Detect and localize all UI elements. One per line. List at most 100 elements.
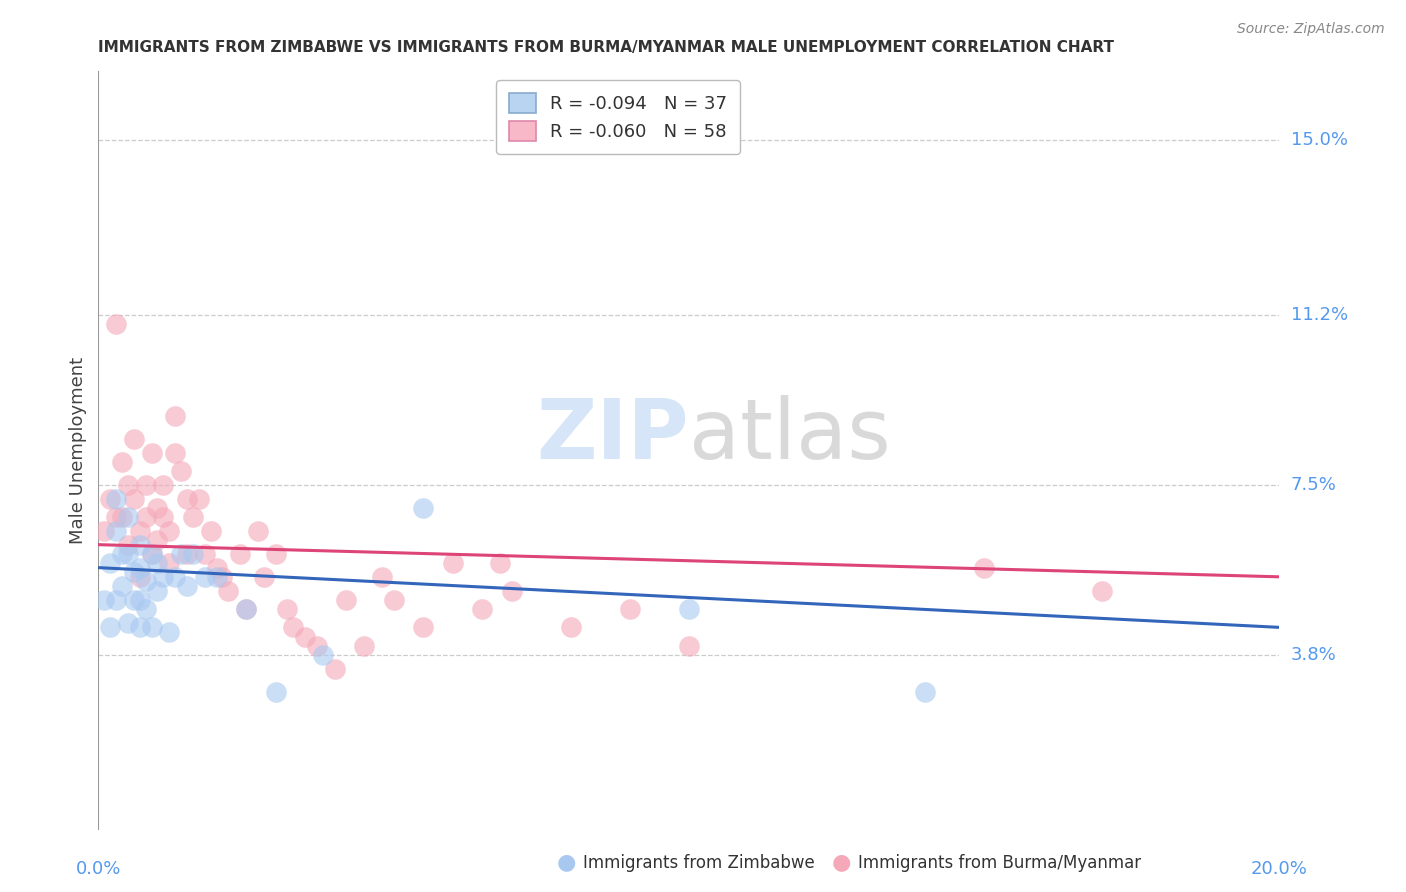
Text: 3.8%: 3.8% [1291, 646, 1336, 664]
Point [111, 547, 134, 561]
Point [117, 547, 139, 561]
Text: Immigrants from Burma/Myanmar: Immigrants from Burma/Myanmar [858, 855, 1140, 872]
Point [471, 602, 494, 616]
Point [264, 547, 287, 561]
Text: atlas: atlas [689, 395, 890, 475]
Point [141, 620, 163, 634]
Text: 0.0%: 0.0% [76, 860, 121, 878]
Point [678, 602, 700, 616]
Point [170, 464, 193, 478]
Point [128, 538, 150, 552]
Point [146, 500, 169, 515]
Text: ●: ● [557, 853, 576, 872]
Point [141, 547, 163, 561]
Point [489, 556, 512, 570]
Point [181, 510, 204, 524]
Point [117, 510, 139, 524]
Point [501, 583, 523, 598]
Point [412, 500, 434, 515]
Point [194, 570, 217, 584]
Point [128, 524, 150, 538]
Point [157, 624, 180, 639]
Point [176, 491, 198, 506]
Point [141, 446, 163, 460]
Point [176, 579, 198, 593]
Point [135, 510, 157, 524]
Point [128, 570, 150, 584]
Point [111, 579, 134, 593]
Point [146, 583, 169, 598]
Point [229, 547, 252, 561]
Text: 7.5%: 7.5% [1291, 476, 1337, 494]
Point [98, 491, 121, 506]
Point [914, 684, 936, 698]
Point [176, 547, 198, 561]
Point [152, 570, 174, 584]
Point [312, 648, 335, 662]
Text: ZIP: ZIP [537, 395, 689, 475]
Point [122, 491, 145, 506]
Point [122, 592, 145, 607]
Point [152, 478, 174, 492]
Point [146, 533, 169, 547]
Point [152, 510, 174, 524]
Point [105, 524, 128, 538]
Point [122, 566, 145, 580]
Point [205, 560, 228, 574]
Point [111, 510, 134, 524]
Point [165, 570, 187, 584]
Point [135, 602, 157, 616]
Point [412, 620, 434, 634]
Point [371, 570, 394, 584]
Point [973, 560, 995, 574]
Point [283, 620, 305, 634]
Point [122, 432, 145, 446]
Point [117, 538, 139, 552]
Point [181, 547, 204, 561]
Point [235, 602, 257, 616]
Point [382, 592, 405, 607]
Point [117, 478, 139, 492]
Point [93, 592, 115, 607]
Point [146, 556, 169, 570]
Point [441, 556, 464, 570]
Point [305, 639, 328, 653]
Point [276, 602, 298, 616]
Point [1091, 583, 1114, 598]
Point [194, 547, 217, 561]
Point [105, 592, 128, 607]
Point [105, 510, 128, 524]
Point [165, 446, 187, 460]
Point [246, 524, 269, 538]
Point [235, 602, 257, 616]
Point [217, 583, 239, 598]
Point [211, 570, 233, 584]
Point [111, 455, 134, 469]
Text: 15.0%: 15.0% [1291, 131, 1347, 149]
Point [135, 574, 157, 589]
Point [128, 620, 150, 634]
Point [205, 570, 228, 584]
Point [187, 491, 209, 506]
Text: Source: ZipAtlas.com: Source: ZipAtlas.com [1237, 22, 1385, 37]
Point [170, 547, 193, 561]
Point [560, 620, 582, 634]
Point [105, 317, 128, 331]
Point [105, 491, 128, 506]
Point [678, 639, 700, 653]
Legend: R = -0.094   N = 37, R = -0.060   N = 58: R = -0.094 N = 37, R = -0.060 N = 58 [496, 80, 740, 153]
Point [294, 630, 316, 644]
Point [141, 547, 163, 561]
Point [128, 560, 150, 574]
Text: IMMIGRANTS FROM ZIMBABWE VS IMMIGRANTS FROM BURMA/MYANMAR MALE UNEMPLOYMENT CORR: IMMIGRANTS FROM ZIMBABWE VS IMMIGRANTS F… [98, 40, 1115, 55]
Point [93, 524, 115, 538]
Point [98, 556, 121, 570]
Point [128, 592, 150, 607]
Text: ●: ● [831, 853, 851, 872]
Point [157, 524, 180, 538]
Text: 11.2%: 11.2% [1291, 306, 1348, 324]
Point [353, 639, 375, 653]
Point [264, 684, 287, 698]
Point [323, 662, 346, 676]
Point [619, 602, 641, 616]
